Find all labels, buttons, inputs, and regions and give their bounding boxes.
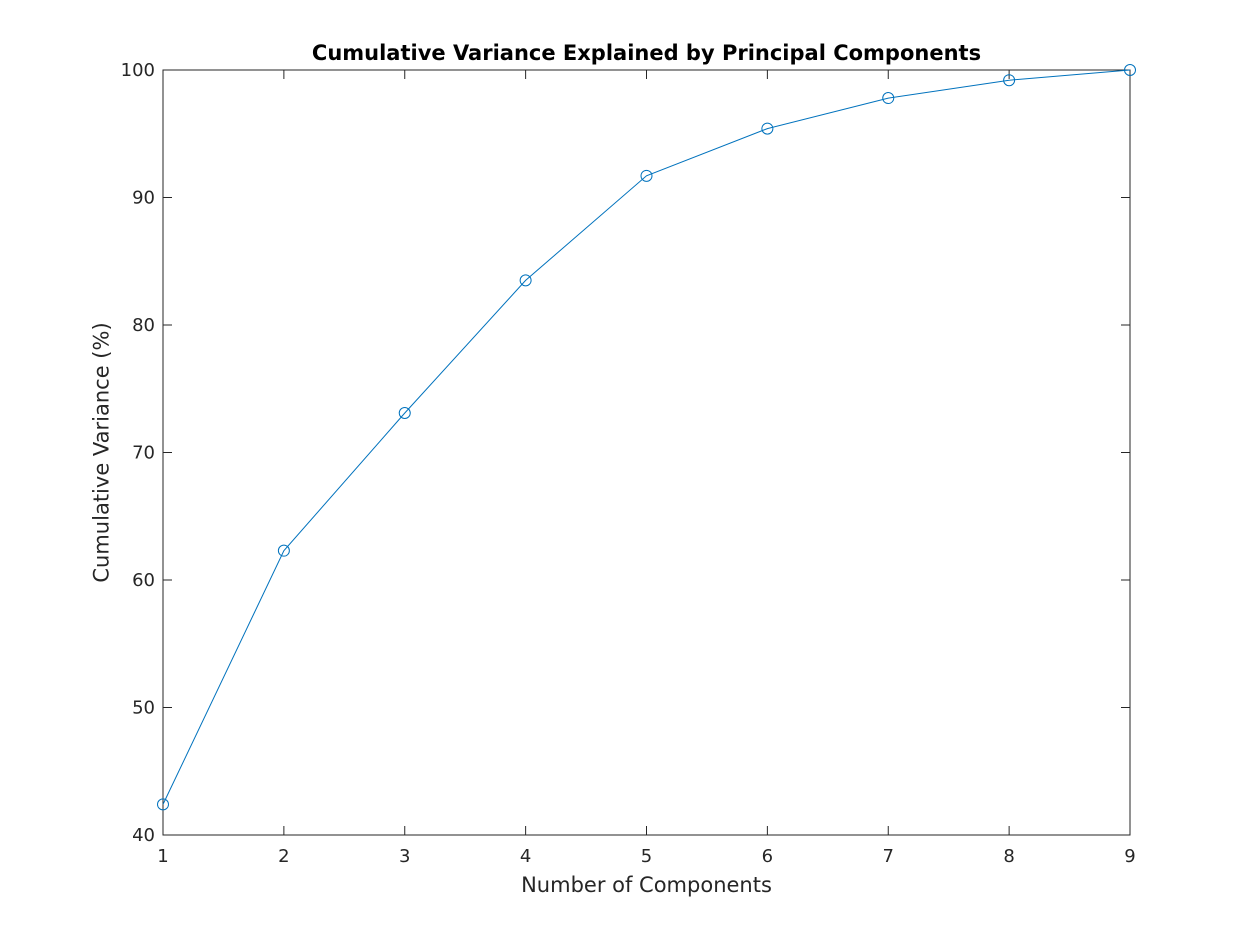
x-tick-label: 6 — [762, 846, 773, 867]
data-point-marker — [157, 798, 169, 811]
data-point-marker — [1003, 74, 1016, 87]
y-tick-label: 40 — [132, 825, 155, 846]
x-axis-ticks: 1 2 3 4 5 6 7 8 9 — [157, 70, 1136, 867]
data-point-marker — [640, 169, 653, 182]
x-axis-label: Number of Components — [521, 873, 772, 897]
y-tick-label: 90 — [132, 188, 155, 209]
data-point-marker — [882, 92, 895, 105]
x-tick-label: 9 — [1124, 846, 1135, 867]
data-point-marker — [519, 274, 532, 287]
data-point-marker — [761, 122, 774, 135]
chart-title: Cumulative Variance Explained by Princip… — [312, 41, 981, 65]
x-tick-label: 4 — [520, 846, 531, 867]
y-tick-label: 80 — [132, 315, 155, 336]
y-axis-ticks: 40 50 60 70 80 90 100 — [121, 60, 1130, 846]
y-tick-label: 50 — [132, 698, 155, 719]
y-axis-label: Cumulative Variance (%) — [89, 322, 113, 582]
x-tick-label: 7 — [883, 846, 894, 867]
data-point-marker — [398, 406, 411, 419]
x-tick-label: 8 — [1003, 846, 1014, 867]
x-tick-label: 3 — [399, 846, 410, 867]
x-tick-label: 2 — [278, 846, 289, 867]
plot-area — [162, 69, 1131, 836]
y-tick-label: 100 — [121, 60, 155, 81]
y-tick-label: 70 — [132, 443, 155, 464]
data-point-marker — [277, 544, 290, 557]
x-tick-label: 5 — [641, 846, 652, 867]
series-layer — [157, 64, 1136, 811]
x-tick-label: 1 — [157, 846, 168, 867]
data-point-marker — [1124, 64, 1136, 76]
series-line — [162, 69, 1131, 805]
y-tick-label: 60 — [132, 570, 155, 591]
